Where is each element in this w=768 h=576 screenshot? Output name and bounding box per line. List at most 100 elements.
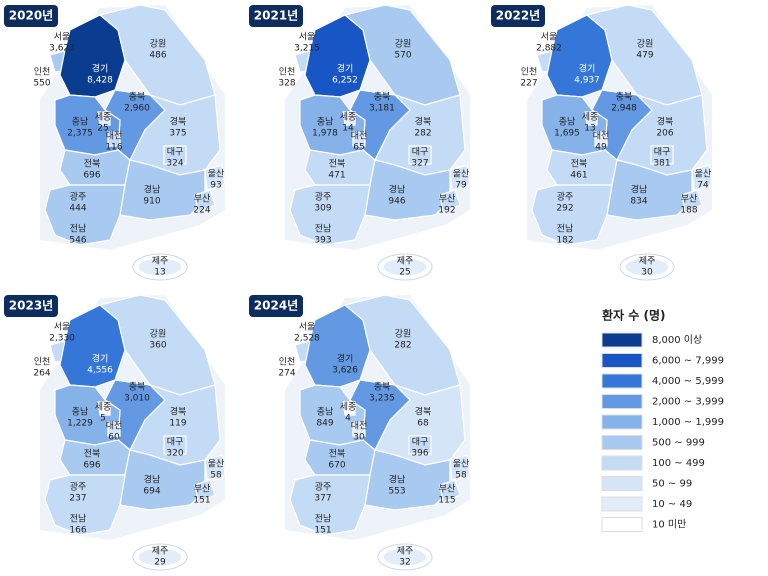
region-value: 2,330 [49, 334, 75, 344]
region-name: 전북 [329, 449, 346, 460]
region-name: 경기 [92, 63, 109, 75]
region-value: 74 [697, 181, 709, 191]
region-name: 전남 [315, 224, 332, 235]
region-name: 광주 [70, 191, 87, 203]
region-name: 제주 [397, 546, 414, 557]
region-name: 광주 [557, 191, 574, 203]
region-name: 충북 [129, 92, 146, 103]
year-badge [249, 5, 303, 27]
legend-label: 10 ~ 49 [652, 499, 692, 510]
region [382, 547, 428, 567]
region-value: 6,252 [332, 76, 358, 86]
region-value: 264 [33, 369, 50, 379]
region [352, 421, 366, 437]
region-value: 570 [394, 51, 411, 61]
region-name: 강원 [150, 329, 167, 340]
region-value: 13 [154, 268, 165, 278]
region-name: 충남 [317, 117, 334, 128]
region-name: 부산 [439, 484, 456, 495]
region-value: 282 [394, 341, 411, 351]
region-name: 강원 [395, 39, 412, 50]
region [408, 145, 432, 165]
region [44, 184, 126, 246]
region [449, 454, 471, 481]
region-name: 충남 [72, 407, 89, 418]
region-name: 대구 [412, 147, 429, 158]
legend-swatch [601, 373, 643, 389]
region [119, 159, 206, 221]
region-name: 대전 [351, 131, 368, 142]
region-name: 대전 [106, 421, 123, 432]
region [364, 449, 451, 511]
region [691, 164, 713, 191]
region [364, 159, 451, 221]
year-badge [4, 295, 58, 317]
legend-label: 500 ~ 999 [652, 438, 705, 449]
region-name: 서울 [299, 32, 316, 43]
region-value: 694 [143, 487, 160, 497]
legend-label: 2,000 ~ 3,999 [652, 397, 724, 408]
region-name: 경기 [337, 63, 354, 75]
region-value: 30 [641, 268, 653, 278]
legend-swatch [601, 435, 643, 450]
region-value: 4,937 [574, 76, 600, 86]
region-value: 30 [353, 433, 365, 443]
legend-swatch [601, 353, 643, 368]
legend-label: 6,000 ~ 7,999 [652, 356, 724, 367]
region-value: 2,948 [611, 104, 637, 114]
region-name: 울산 [208, 169, 225, 180]
region-name: 세종 [340, 402, 357, 413]
region-value: 292 [556, 204, 573, 214]
region-name: 충남 [317, 407, 334, 418]
region [439, 189, 461, 213]
region-value: 396 [411, 449, 428, 459]
region-jeju-outline [377, 253, 433, 281]
legend-label: 100 ~ 499 [652, 458, 705, 469]
region-name: 대구 [654, 147, 671, 158]
year-title: 2024년 [254, 299, 298, 313]
region [382, 257, 428, 277]
region-value: 553 [388, 487, 405, 497]
region [342, 111, 356, 126]
region-value: 444 [69, 204, 86, 214]
region-name: 충북 [129, 382, 146, 393]
region-value: 2,375 [67, 129, 93, 139]
region-value: 393 [314, 236, 331, 246]
region-name: 대구 [167, 437, 184, 448]
region-value: 377 [314, 494, 331, 504]
legend-swatch [601, 414, 643, 430]
region-value: 946 [388, 197, 405, 207]
region-name: 경남 [144, 184, 161, 196]
year-badge [491, 5, 545, 27]
year-title: 2021년 [254, 9, 298, 23]
region-value: 550 [33, 79, 50, 89]
region-value: 68 [417, 419, 429, 429]
region-name: 충북 [616, 92, 633, 103]
region-value: 1,229 [67, 419, 93, 429]
region [163, 145, 187, 165]
year-title: 2020년 [9, 9, 53, 23]
region-value: 486 [149, 51, 166, 61]
legend-swatch [601, 476, 643, 491]
region [681, 189, 703, 213]
region-jeju-outline [132, 543, 188, 571]
region [107, 421, 121, 437]
region-value: 116 [105, 143, 122, 153]
region-name: 부산 [194, 194, 211, 205]
region-value: 192 [438, 206, 455, 216]
region-name: 인천 [279, 67, 296, 78]
region-value: 8,428 [87, 76, 113, 86]
region-name: 경기 [579, 63, 596, 75]
region-value: 360 [149, 341, 166, 351]
region-value: 324 [166, 159, 183, 169]
region-value: 13 [584, 124, 595, 134]
region-value: 2,960 [124, 104, 150, 114]
region [606, 159, 693, 221]
region [44, 474, 126, 536]
region-name: 제주 [152, 256, 169, 267]
region-value: 3,235 [369, 394, 395, 404]
region-name: 울산 [208, 459, 225, 470]
region-name: 강원 [150, 39, 167, 50]
